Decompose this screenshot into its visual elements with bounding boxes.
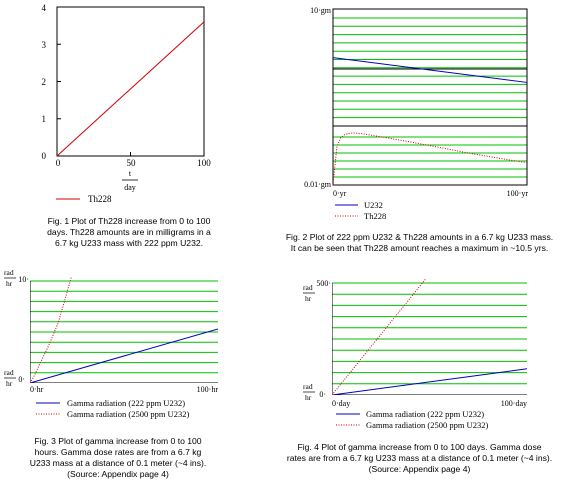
fig3-caption: Fig. 3 Plot of gamma increase from 0 to … [4,436,232,480]
fig1-xlabel-num: t [129,169,132,178]
fig2-caption-line: Fig. 2 Plot of 222 ppm U232 & Th228 amou… [285,232,554,242]
fig1-ytick-4: 4 [42,3,47,13]
fig1-ytick-2: 2 [42,77,47,87]
fig3-caption-line: U233 mass at a distance of 0.1 meter (~4… [29,458,207,468]
fig3-caption-line: Fig. 3 Plot of gamma increase from 0 to … [34,436,202,446]
fig1-xtick-0: 0 [56,158,61,168]
fig3-caption-line: hours. Gamma dose rates are from a 6.7 k… [34,447,202,457]
fig4-caption: Fig. 4 Plot of gamma increase from 0 to … [276,442,563,475]
fig1-caption-line: Fig. 1 Plot of Th228 increase from 0 to … [47,216,211,226]
fig1-ytick-0: 0 [42,151,47,161]
fig1-xlabel-den: day [124,183,136,192]
fig1-ytick-1: 1 [42,114,47,124]
fig1-xtick-50: 50 [127,158,137,168]
fig4-caption-line: Fig. 4 Plot of gamma increase from 0 to … [297,442,542,452]
fig2-caption-line: It can be seen that Th228 amount reaches… [290,243,549,253]
fig1-caption-line: days. Th228 amounts are in milligrams in… [47,227,211,237]
fig3-caption-line: (Source: Appendix page 4) [67,469,169,479]
plot-frame [56,6,205,157]
fig4-caption-line: rates are from a 6.7 kg U233 mass at a d… [286,453,553,463]
fig1-legend-label: Th228 [88,194,112,204]
fig4-caption-line: (Source: Appendix page 4) [368,464,471,474]
fig1-ytick-3: 3 [42,40,47,50]
fig1-caption: Fig. 1 Plot of Th228 increase from 0 to … [14,216,244,249]
series-line-0 [56,21,205,157]
fig1-caption-line: 6.7 kg U233 mass with 222 ppm U232. [54,238,204,248]
fig1-xtick-100: 100 [197,158,211,168]
fig2-caption: Fig. 2 Plot of 222 ppm U232 & Th228 amou… [276,232,563,254]
